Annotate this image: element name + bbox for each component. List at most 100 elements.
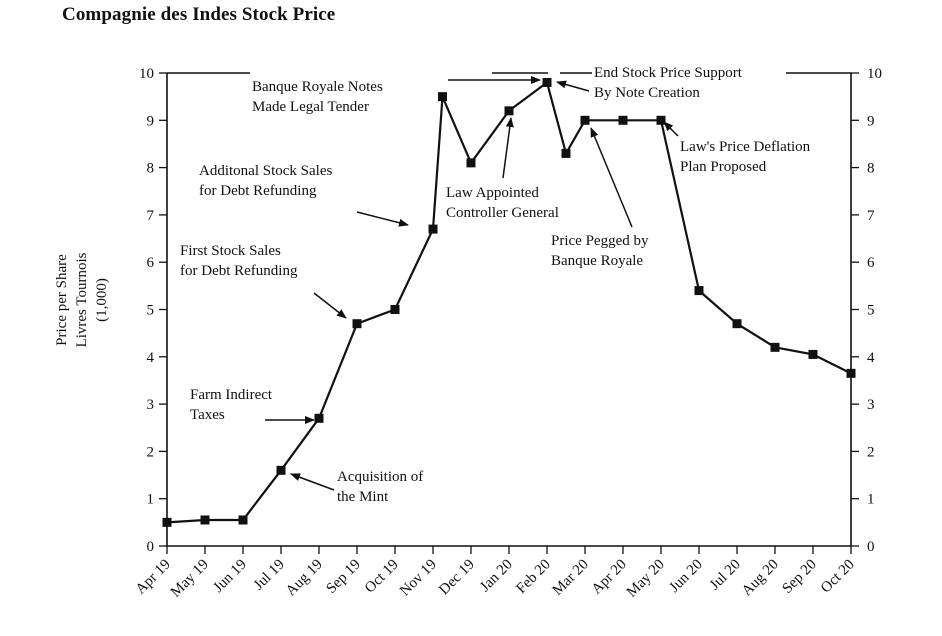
annotations: Farm Indirect Taxes Acquisition of the Mint…: [180, 65, 811, 505]
chart-title: Compagnie des Indes Stock Price: [62, 4, 336, 25]
annotation-line: By Note Creation: [594, 85, 700, 101]
annotation-line: Banque Royale: [551, 253, 643, 269]
data-point: [428, 224, 438, 234]
x-tick-label: Nov 19: [397, 557, 440, 600]
data-point: [580, 115, 590, 125]
annotation-line: for Debt Refunding: [180, 263, 298, 279]
data-point: [770, 342, 780, 352]
x-tick-label: May 19: [168, 557, 212, 601]
y-tick-label-left: 3: [147, 397, 155, 413]
data-point: [238, 515, 248, 525]
y-tick-label-right: 8: [867, 161, 875, 177]
y-tick-label-left: 4: [147, 350, 155, 366]
y-tick-label-left: 5: [147, 303, 155, 319]
y-tick-label-right: 2: [867, 444, 875, 460]
y-axis-label-line: Livres Tournois: [74, 252, 90, 347]
data-point: [162, 517, 172, 527]
y-tick-label-right: 1: [867, 492, 875, 508]
y-axis-label-line: (1,000): [94, 278, 110, 322]
x-tick-label: Oct 20: [818, 557, 858, 597]
x-tick-label: Aug 19: [283, 557, 326, 600]
annotation-line: Banque Royale Notes: [252, 79, 383, 95]
annotation-arrow: [313, 292, 347, 319]
y-tick-label-right: 3: [867, 397, 875, 413]
y-tick-label-right: 0: [867, 539, 875, 555]
x-tick-label: Dec 19: [436, 557, 478, 599]
y-axis-label: Price per Share Livres Tournois (1,000): [54, 252, 110, 347]
x-tick-label: Aug 20: [739, 557, 782, 600]
annotation-line: End Stock Price Support: [594, 65, 743, 81]
data-point: [276, 465, 286, 475]
price-series: [162, 77, 856, 527]
annotation-arrow: [502, 117, 514, 179]
x-tick-label: Jun 19: [211, 557, 250, 596]
y-tick-label-left: 8: [147, 161, 155, 177]
annotation-line: Law Appointed: [446, 185, 539, 201]
annotation-arrow: [590, 127, 633, 228]
x-tick-label: Sep 19: [323, 557, 363, 597]
x-tick-label: Sep 20: [779, 557, 819, 597]
data-point: [694, 286, 704, 296]
y-tick-label-left: 6: [147, 255, 155, 271]
annotation-line: Made Legal Tender: [252, 99, 369, 115]
data-point: [561, 148, 571, 158]
annotation-line: Controller General: [446, 205, 559, 221]
x-tick-label: Apr 19: [133, 557, 174, 598]
x-tick-label: Apr 20: [589, 557, 630, 598]
x-tick-label: Mar 20: [550, 557, 592, 599]
x-tick-label: Feb 20: [513, 557, 553, 597]
annotation-line: Additonal Stock Sales: [199, 163, 332, 179]
data-point: [618, 115, 628, 125]
annotation-line: Price Pegged by: [551, 233, 649, 249]
x-tick-label: Jun 20: [667, 557, 706, 596]
annotation-arrow: [290, 473, 335, 491]
y-tick-label-left: 9: [147, 113, 155, 129]
annotation-line: for Debt Refunding: [199, 183, 317, 199]
annotation-line: Farm Indirect: [190, 387, 273, 403]
data-point: [390, 305, 400, 314]
x-tick-label: May 20: [624, 557, 668, 601]
data-point: [352, 319, 362, 329]
y-tick-label-right: 9: [867, 113, 875, 129]
y-tick-label-left: 0: [147, 539, 155, 555]
annotation-line: Taxes: [190, 407, 225, 423]
data-point: [808, 349, 818, 359]
annotation-line: Acquisition of: [337, 469, 423, 485]
y-tick-label-right: 6: [867, 255, 875, 271]
annotation-line: Law's Price Deflation: [680, 139, 811, 155]
annotation-arrow: [663, 121, 679, 137]
y-tick-label-left: 10: [139, 66, 154, 82]
y-tick-label-left: 2: [147, 444, 155, 460]
y-tick-label-left: 7: [147, 208, 155, 224]
y-tick-label-right: 5: [867, 303, 875, 319]
y-axis-label-text: Price per Share Livres Tournois (1,000): [54, 252, 110, 347]
y-tick-label-right: 7: [867, 208, 875, 224]
x-tick-label: Jan 20: [477, 557, 516, 596]
annotation-text: Acquisition of the Mint: [337, 469, 423, 505]
annotation-text: First Stock Sales for Debt Refunding: [180, 243, 298, 279]
annotation-arrow: [556, 80, 590, 92]
data-point: [656, 115, 666, 125]
x-tick-label: Oct 19: [362, 557, 402, 597]
data-point: [438, 92, 447, 102]
annotation-line: Plan Proposed: [680, 159, 767, 175]
data-point: [542, 77, 552, 87]
annotation-line: the Mint: [337, 489, 389, 505]
annotation-line: First Stock Sales: [180, 243, 281, 259]
data-point: [466, 158, 476, 168]
annotation-text: Law Appointed Controller General: [446, 185, 559, 221]
y-axis-label-line: Price per Share: [54, 254, 70, 346]
annotation-text: Farm Indirect Taxes: [190, 387, 273, 423]
y-tick-label-left: 1: [147, 492, 155, 508]
data-point: [504, 106, 514, 116]
data-point: [200, 515, 210, 525]
data-point: [846, 368, 856, 378]
y-tick-label-right: 4: [867, 350, 875, 366]
annotation-arrow: [356, 211, 409, 227]
data-point: [732, 319, 742, 329]
y-tick-label-right: 10: [867, 66, 882, 82]
annotation-text: Law's Price Deflation Plan Proposed: [680, 139, 811, 175]
data-point: [314, 413, 324, 423]
annotation-text: End Stock Price Support By Note Creation: [594, 65, 743, 101]
